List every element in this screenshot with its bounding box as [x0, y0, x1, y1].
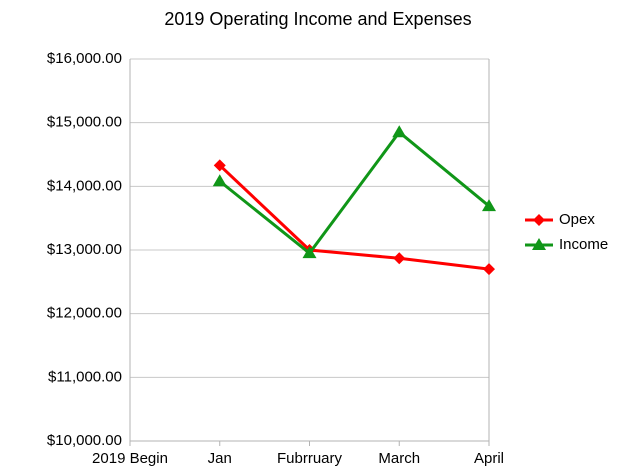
legend-label: Opex: [559, 211, 595, 228]
y-tick-label: $15,000.00: [47, 114, 122, 131]
y-tick-label: $11,000.00: [48, 368, 122, 385]
data-point: [482, 199, 496, 212]
legend-marker: [533, 214, 545, 226]
chart-title: 2019 Operating Income and Expenses: [164, 9, 471, 29]
y-tick-label: $16,000.00: [47, 50, 122, 67]
x-tick-label: April: [474, 450, 504, 467]
series-line: [218, 164, 490, 271]
data-point: [393, 252, 406, 265]
legend-label: Income: [559, 236, 608, 253]
y-tick-label: $10,000.00: [47, 432, 122, 449]
y-tick-label: $14,000.00: [47, 177, 122, 194]
data-point: [213, 159, 226, 172]
x-tick-label: March: [378, 450, 420, 467]
y-tick-label: $13,000.00: [47, 241, 122, 258]
x-tick-label: Fubrruary: [277, 450, 343, 467]
y-tick-label: $12,000.00: [47, 305, 122, 322]
data-point: [302, 246, 317, 259]
data-point: [392, 125, 407, 138]
data-point: [483, 263, 495, 276]
x-tick-label: 2019 Begin: [92, 450, 168, 467]
series-line: [218, 130, 490, 256]
legend-marker: [532, 238, 546, 250]
data-point: [212, 174, 227, 187]
x-tick-label: Jan: [208, 450, 232, 467]
